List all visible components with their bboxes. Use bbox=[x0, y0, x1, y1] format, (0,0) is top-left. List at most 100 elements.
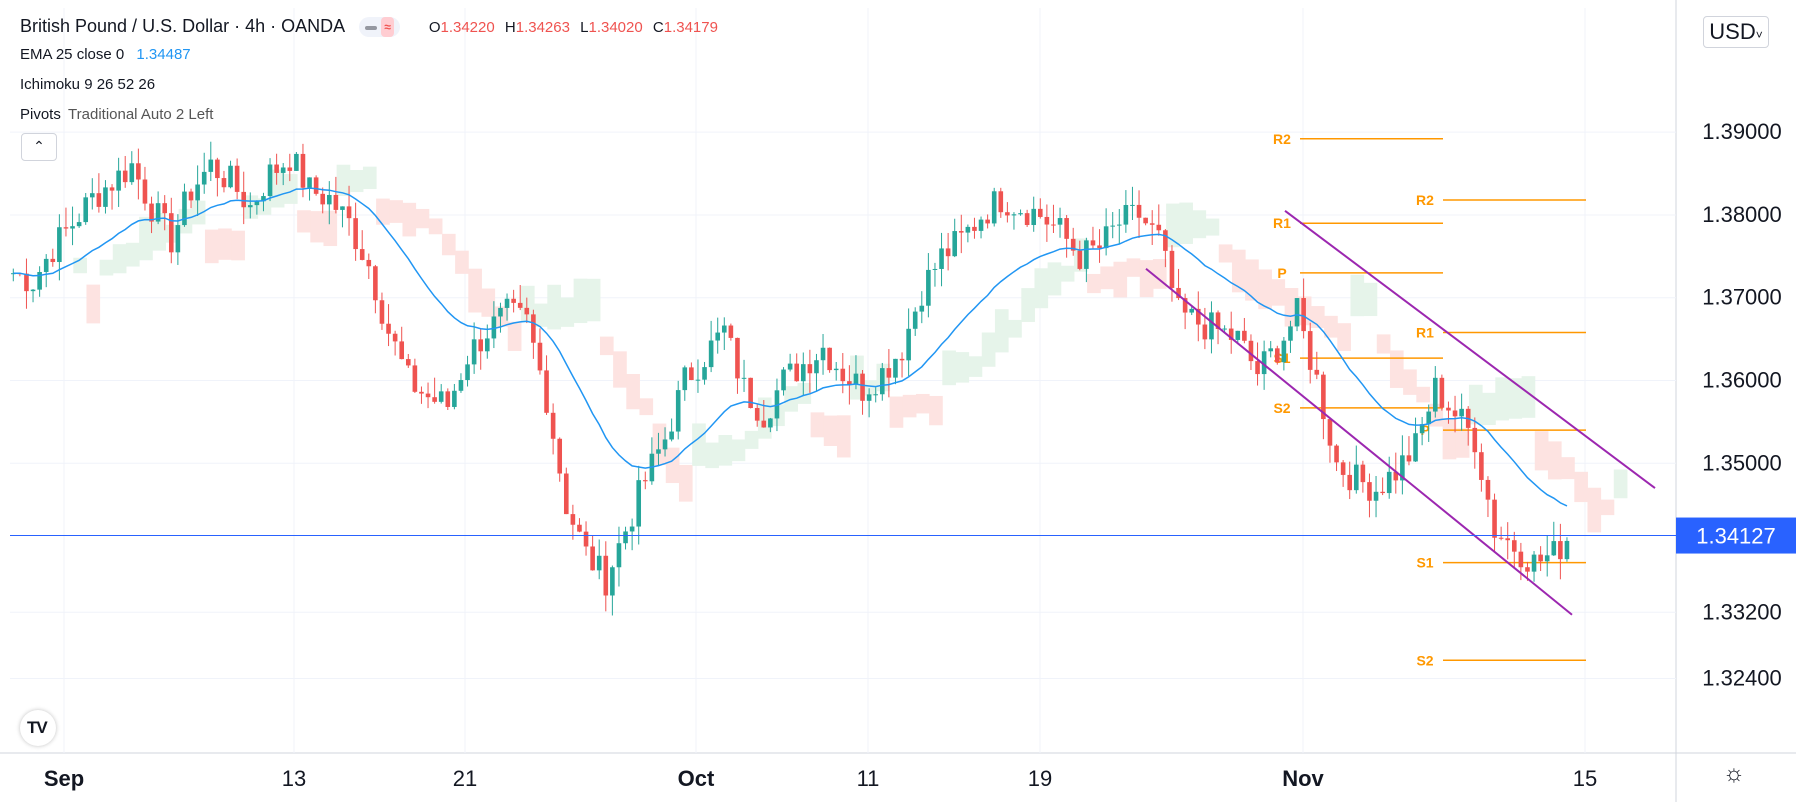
candle-body bbox=[590, 546, 595, 571]
cloud-segment bbox=[692, 423, 706, 466]
candle-body bbox=[695, 379, 701, 381]
candle-body bbox=[1103, 226, 1109, 249]
visibility-toggle[interactable]: ≈ bbox=[359, 17, 400, 38]
symbol-legend: British Pound / U.S. Dollar · 4h · OANDA… bbox=[20, 16, 718, 38]
candle-body bbox=[1347, 474, 1353, 491]
candle-body bbox=[610, 567, 615, 596]
cloud-segment bbox=[349, 170, 364, 193]
candle-body bbox=[1446, 407, 1451, 411]
candle-body bbox=[577, 524, 582, 532]
cloud-segment bbox=[652, 423, 667, 466]
candle-body bbox=[1518, 551, 1524, 568]
open-value: 1.34220 bbox=[440, 19, 495, 36]
cloud-segment bbox=[336, 164, 351, 197]
candle-body bbox=[781, 369, 786, 391]
candle-body bbox=[1228, 328, 1234, 340]
ichimoku-legend[interactable]: Ichimoku 9 26 52 26 bbox=[20, 76, 155, 93]
cloud-segment bbox=[1521, 376, 1536, 418]
candle-body bbox=[1057, 218, 1063, 225]
candle-body bbox=[1419, 424, 1425, 434]
cloud-segment bbox=[1021, 288, 1035, 322]
candle-body bbox=[537, 342, 543, 371]
wave-icon: ≈ bbox=[381, 17, 394, 38]
ichimoku-label: Ichimoku 9 26 52 26 bbox=[20, 76, 156, 93]
candle-body bbox=[76, 222, 82, 227]
source-label: OANDA bbox=[281, 16, 345, 36]
candle-body bbox=[524, 307, 530, 315]
candle-body bbox=[1511, 540, 1517, 552]
tradingview-logo[interactable]: TV bbox=[20, 710, 56, 746]
candle-body bbox=[972, 226, 977, 231]
settings-icon[interactable]: ☼ bbox=[1723, 760, 1745, 787]
candle-body bbox=[57, 227, 62, 263]
candle-body bbox=[958, 231, 964, 233]
currency-button[interactable]: USD˅ bbox=[1703, 16, 1769, 48]
candle-body bbox=[491, 316, 497, 339]
cloud-segment bbox=[929, 395, 943, 426]
cloud-segment bbox=[1113, 261, 1128, 298]
candle-body bbox=[379, 300, 385, 324]
cloud-segment bbox=[323, 210, 338, 247]
cloud-segment bbox=[1468, 384, 1483, 425]
cloud-segment bbox=[1126, 258, 1141, 277]
price-tag-label: 1.34127 bbox=[1696, 524, 1776, 549]
cloud-segment bbox=[481, 288, 496, 317]
symbol-name[interactable]: British Pound / U.S. Dollar bbox=[20, 16, 230, 36]
cloud-segment bbox=[1561, 457, 1575, 480]
cloud-segment bbox=[455, 250, 469, 274]
candle-body bbox=[616, 543, 622, 568]
cloud-segment bbox=[297, 210, 311, 233]
pivot-label: S1 bbox=[1416, 555, 1433, 571]
candle-body bbox=[129, 163, 135, 183]
cloud-segment bbox=[1495, 377, 1509, 421]
pivots-legend[interactable]: Pivots Traditional Auto 2 Left bbox=[20, 106, 213, 123]
candle-body bbox=[287, 167, 293, 171]
candle-body bbox=[1413, 433, 1418, 462]
cloud-segment bbox=[507, 321, 522, 351]
cloud-segment bbox=[1087, 273, 1101, 294]
candle-body bbox=[1064, 218, 1069, 239]
cloud-segment bbox=[1337, 323, 1351, 351]
ohlc-values: O1.34220 H1.34263 L1.34020 C1.34179 bbox=[428, 19, 718, 36]
candle-body bbox=[919, 305, 925, 312]
collapse-legend-button[interactable]: ⌃ bbox=[21, 133, 57, 161]
x-tick-label: 15 bbox=[1573, 766, 1597, 791]
candle-body bbox=[1564, 540, 1570, 560]
cloud-segment bbox=[599, 336, 614, 356]
candle-body bbox=[386, 323, 391, 334]
candle-body bbox=[1024, 213, 1030, 226]
cloud-segment bbox=[981, 332, 996, 367]
candle-body bbox=[484, 338, 490, 352]
candle-body bbox=[1544, 555, 1550, 562]
cloud-segment bbox=[968, 356, 983, 377]
candle-body bbox=[103, 187, 108, 207]
candle-body bbox=[201, 171, 207, 185]
cloud-segment bbox=[573, 278, 588, 324]
cloud-segment bbox=[705, 442, 719, 469]
candle-body bbox=[188, 191, 194, 201]
candle-body bbox=[1202, 324, 1208, 340]
cloud-segment bbox=[1139, 260, 1154, 298]
candle-body bbox=[241, 191, 247, 208]
candle-body bbox=[517, 302, 523, 308]
time-axis: Sep 13 21 Oct 11 19 Nov 15 bbox=[44, 766, 1597, 791]
candle-body bbox=[715, 332, 721, 341]
ema-legend[interactable]: EMA 25 close 0 1.34487 bbox=[20, 46, 191, 63]
candle-body bbox=[405, 359, 411, 366]
candle-body bbox=[162, 203, 168, 214]
candle-body bbox=[1209, 312, 1214, 340]
cloud-segment bbox=[1389, 350, 1404, 388]
candle-body bbox=[1143, 217, 1148, 224]
x-tick-label: 11 bbox=[857, 766, 880, 791]
candle-body bbox=[1044, 216, 1050, 225]
candle-body bbox=[1288, 326, 1293, 341]
candle-body bbox=[1255, 361, 1260, 375]
interval-label[interactable]: 4h bbox=[245, 16, 266, 36]
candle-body bbox=[498, 307, 503, 317]
candle-body bbox=[168, 213, 174, 253]
cloud-segment bbox=[1166, 203, 1180, 248]
cloud-segment bbox=[376, 198, 390, 225]
candle-body bbox=[247, 205, 253, 208]
cloud-segment bbox=[1613, 469, 1628, 499]
